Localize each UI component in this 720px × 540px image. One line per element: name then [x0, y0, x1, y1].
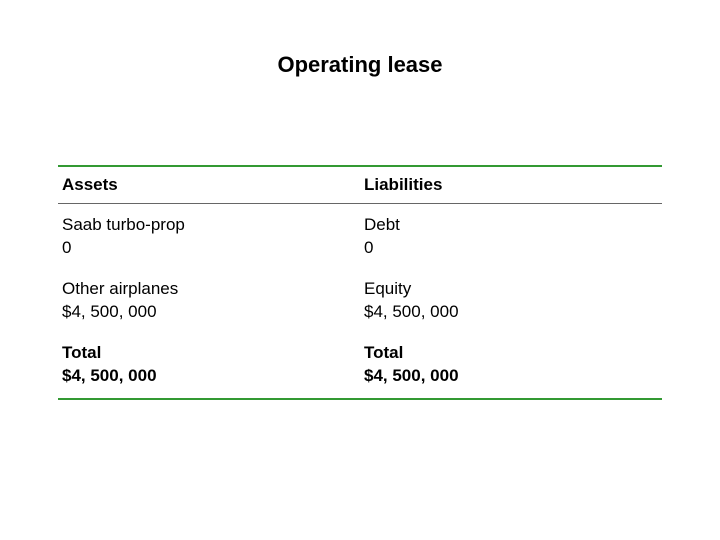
liabilities-total-cell: Total $4, 500, 000 — [360, 342, 662, 388]
table-row: Other airplanes $4, 500, 000 Equity $4, … — [58, 278, 662, 324]
liabilities-cell: Debt 0 — [360, 214, 662, 260]
row-label: Other airplanes — [62, 278, 356, 301]
row-value: 0 — [62, 237, 356, 260]
row-label: Equity — [364, 278, 658, 301]
row-value: $4, 500, 000 — [364, 301, 658, 324]
slide: Operating lease Assets Liabilities Saab … — [0, 0, 720, 540]
slide-title: Operating lease — [0, 52, 720, 78]
table-body: Saab turbo-prop 0 Debt 0 Other airplanes… — [58, 204, 662, 388]
row-value: 0 — [364, 237, 658, 260]
row-label: Debt — [364, 214, 658, 237]
row-label: Total — [62, 342, 356, 365]
assets-cell: Saab turbo-prop 0 — [58, 214, 360, 260]
table-row: Total $4, 500, 000 Total $4, 500, 000 — [58, 342, 662, 388]
table-header-row: Assets Liabilities — [58, 167, 662, 203]
assets-cell: Other airplanes $4, 500, 000 — [58, 278, 360, 324]
row-value: $4, 500, 000 — [62, 301, 356, 324]
row-label: Total — [364, 342, 658, 365]
table-row: Saab turbo-prop 0 Debt 0 — [58, 214, 662, 260]
header-liabilities: Liabilities — [360, 167, 662, 203]
row-label: Saab turbo-prop — [62, 214, 356, 237]
balance-sheet-table: Assets Liabilities Saab turbo-prop 0 Deb… — [58, 165, 662, 400]
assets-total-cell: Total $4, 500, 000 — [58, 342, 360, 388]
row-value: $4, 500, 000 — [62, 365, 356, 388]
liabilities-cell: Equity $4, 500, 000 — [360, 278, 662, 324]
row-value: $4, 500, 000 — [364, 365, 658, 388]
header-assets: Assets — [58, 167, 360, 203]
table-bottom-rule — [58, 398, 662, 400]
